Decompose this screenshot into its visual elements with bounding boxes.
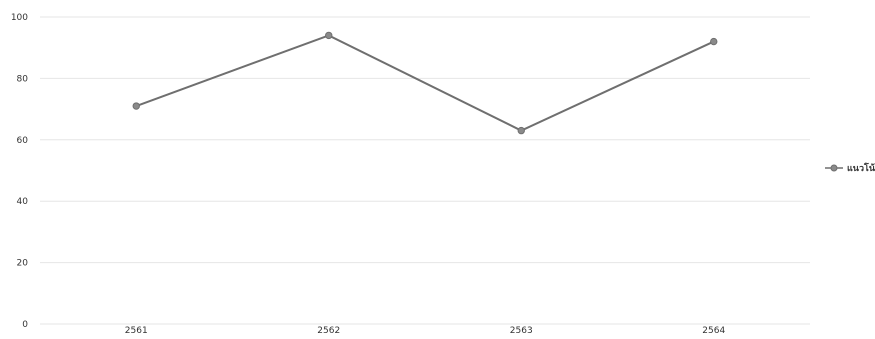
y-tick-label: 80	[17, 74, 29, 84]
data-point-2562	[325, 31, 333, 40]
y-tick-label: 0	[22, 320, 28, 330]
legend-marker-icon	[830, 164, 838, 172]
x-tick-label: 2562	[317, 326, 340, 336]
series-trend	[132, 31, 718, 135]
data-point-2561	[132, 102, 140, 110]
x-tick-label: 2561	[125, 326, 148, 336]
legend: แนวโน้ม	[825, 162, 875, 174]
y-tick-label: 100	[11, 13, 28, 23]
x-tick-label: 2563	[510, 326, 533, 336]
series-line	[135, 34, 715, 132]
grid-lines	[40, 16, 810, 325]
y-tick-label: 40	[17, 197, 29, 207]
legend-label: แนวโน้ม	[847, 162, 875, 174]
x-tick-label: 2564	[702, 326, 725, 336]
data-point-2563	[517, 126, 525, 135]
data-point-2564	[710, 37, 718, 46]
x-axis-ticks: 2561 2562 2563 2564	[125, 326, 726, 336]
y-axis-ticks: 0 20 40 60 80 100	[11, 13, 28, 330]
y-tick-label: 60	[17, 136, 29, 146]
y-tick-label: 20	[17, 259, 29, 269]
